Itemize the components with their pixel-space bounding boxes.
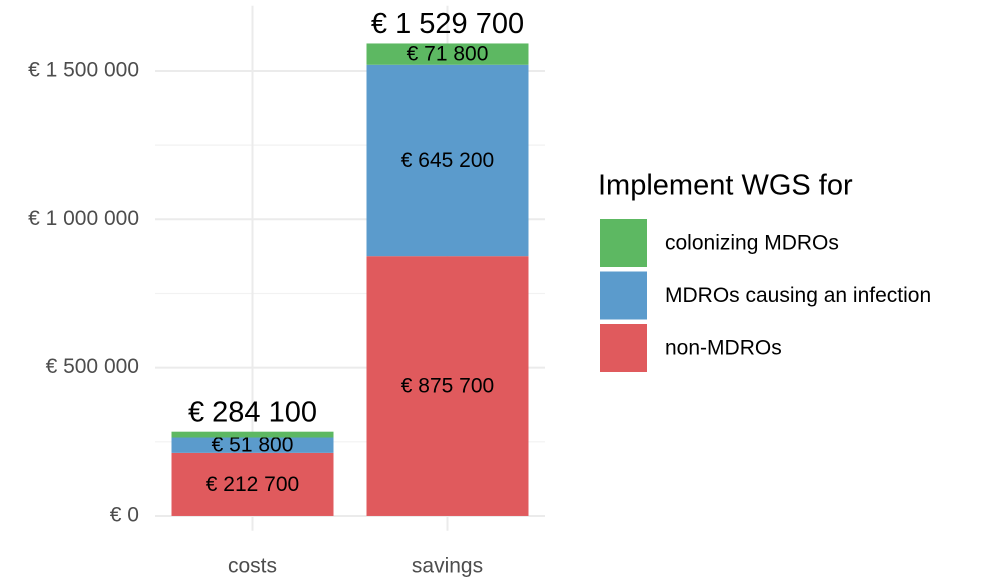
bar-segment <box>171 431 334 438</box>
legend-title: Implement WGS for <box>598 170 853 202</box>
segment-label: € 71 800 <box>407 43 489 66</box>
bar-segment <box>171 437 334 453</box>
y-tick-label: € 500 000 <box>46 355 139 378</box>
y-tick-label: € 1 000 000 <box>28 207 139 230</box>
x-tick-label: savings <box>412 555 483 578</box>
y-tick-label: € 0 <box>110 504 139 527</box>
segment-label: € 51 800 <box>212 434 294 457</box>
legend-label: MDROs causing an infection <box>665 284 931 307</box>
bar-segment <box>366 256 529 516</box>
bar-segment <box>366 64 529 257</box>
bar-segment <box>171 452 334 516</box>
legend-key <box>600 324 647 372</box>
x-tick-label: costs <box>228 555 277 578</box>
total-label: € 1 529 700 <box>371 8 524 40</box>
segment-label: € 875 700 <box>401 375 494 398</box>
segment-label: € 645 200 <box>401 149 494 172</box>
legend-label: non-MDROs <box>665 337 782 360</box>
y-tick-label: € 1 500 000 <box>28 59 139 82</box>
legend-key <box>600 219 647 267</box>
segment-label: € 212 700 <box>206 473 299 496</box>
legend-label: colonizing MDROs <box>665 232 839 255</box>
total-label: € 284 100 <box>188 396 317 428</box>
bar-segment <box>366 43 529 65</box>
legend-key <box>600 271 647 320</box>
